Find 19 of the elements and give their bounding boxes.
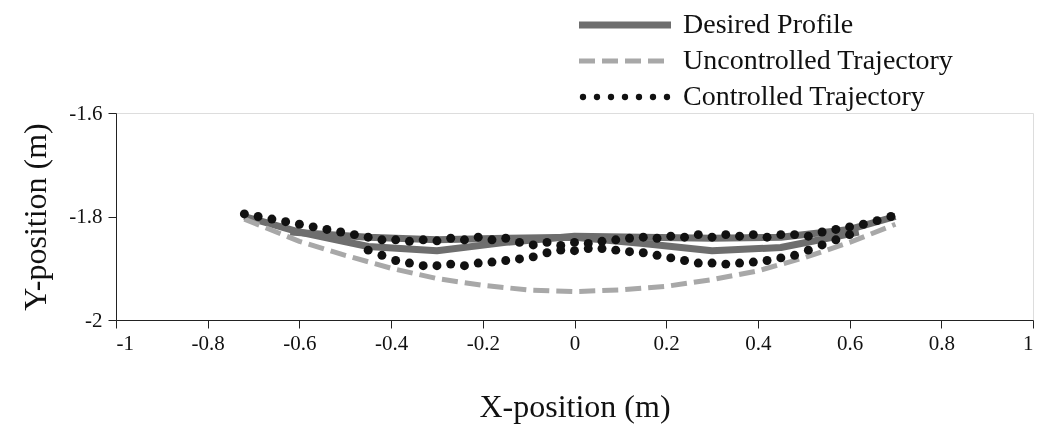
x-tick-label: 1 — [1023, 330, 1034, 355]
x-tick-label: -0.8 — [191, 330, 225, 355]
x-tick-label: 0.6 — [836, 330, 864, 355]
legend-label: Desired Profile — [683, 8, 854, 39]
x-tick-label: -1 — [116, 330, 134, 355]
y-tick-label: -2 — [85, 307, 103, 332]
x-tick-label: -0.2 — [466, 330, 500, 355]
legend-label: Uncontrolled Trajectory — [683, 44, 953, 75]
x-tick-label: 0.2 — [653, 330, 680, 355]
x-tick-label: 0 — [569, 330, 581, 355]
x-axis-title: X-position (m) — [479, 387, 671, 424]
y-axis-title: Y-position (m) — [17, 123, 54, 311]
x-tick-label: -0.4 — [374, 330, 409, 355]
legend-label: Controlled Trajectory — [683, 80, 925, 111]
y-tick-label: -1.6 — [69, 100, 103, 125]
y-tick-label: -1.8 — [69, 204, 103, 228]
x-tick-label: 0.4 — [745, 330, 773, 355]
x-tick-label: -0.6 — [283, 330, 317, 355]
x-tick-label: 0.8 — [928, 330, 955, 355]
